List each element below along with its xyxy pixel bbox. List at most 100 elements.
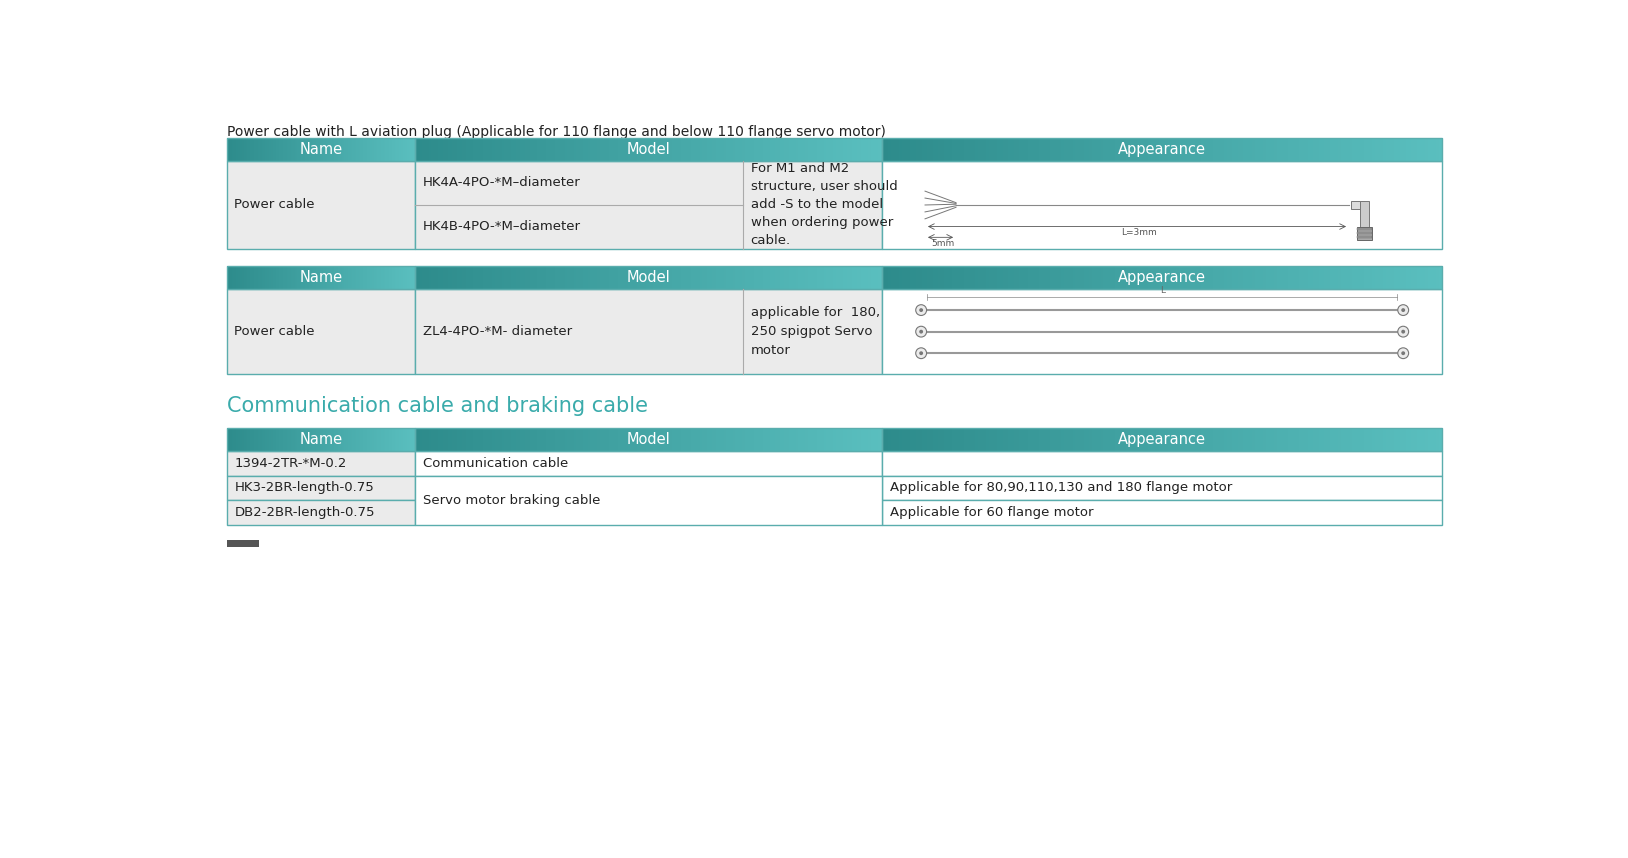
Bar — [226, 541, 259, 547]
Bar — [335, 137, 337, 160]
Bar — [353, 266, 355, 289]
Text: Appearance: Appearance — [1118, 142, 1206, 157]
Bar — [262, 266, 264, 289]
Bar — [399, 428, 400, 451]
Bar — [744, 428, 747, 451]
Bar — [365, 428, 366, 451]
Bar — [620, 266, 624, 289]
Bar — [838, 266, 842, 289]
Bar — [316, 266, 317, 289]
Bar — [454, 266, 457, 289]
Bar — [807, 428, 811, 451]
Bar — [238, 137, 239, 160]
Bar — [1073, 428, 1076, 451]
Bar — [1135, 428, 1138, 451]
Bar — [1265, 137, 1270, 160]
Bar — [941, 428, 944, 451]
Bar — [824, 266, 827, 289]
Bar — [1097, 137, 1102, 160]
Bar — [1070, 428, 1073, 451]
Bar — [1341, 137, 1345, 160]
Bar — [1156, 266, 1161, 289]
Bar — [881, 137, 882, 160]
Bar — [624, 137, 627, 160]
Bar — [296, 266, 298, 289]
Bar — [370, 266, 371, 289]
Bar — [967, 137, 970, 160]
Bar — [405, 137, 407, 160]
Bar — [269, 266, 270, 289]
Bar — [524, 428, 527, 451]
Bar — [791, 428, 794, 451]
Bar — [1154, 137, 1158, 160]
Bar — [711, 266, 715, 289]
Bar — [1148, 137, 1151, 160]
Bar — [252, 137, 254, 160]
Bar — [244, 137, 246, 160]
Bar — [987, 428, 990, 451]
Bar — [283, 428, 285, 451]
Bar — [886, 428, 889, 451]
Bar — [322, 137, 324, 160]
Bar — [252, 137, 256, 160]
Bar — [280, 428, 282, 451]
Bar — [1198, 266, 1201, 289]
Bar — [861, 428, 864, 451]
Bar — [1311, 137, 1314, 160]
Bar — [288, 266, 290, 289]
Bar — [1322, 428, 1325, 451]
Bar — [1216, 428, 1219, 451]
Bar — [1073, 266, 1076, 289]
Bar — [736, 266, 739, 289]
Bar — [625, 266, 628, 289]
Bar — [378, 428, 379, 451]
Bar — [1294, 137, 1298, 160]
Bar — [807, 137, 811, 160]
Bar — [700, 428, 703, 451]
Bar — [847, 428, 850, 451]
Bar — [674, 428, 677, 451]
Bar — [882, 137, 886, 160]
Bar — [661, 428, 664, 451]
Bar — [238, 428, 239, 451]
Bar — [264, 266, 265, 289]
Bar — [353, 137, 355, 160]
Bar — [575, 137, 576, 160]
Bar — [677, 137, 681, 160]
Bar — [1003, 137, 1006, 160]
Bar — [484, 137, 485, 160]
Bar — [1395, 137, 1398, 160]
Bar — [379, 137, 381, 160]
Bar — [394, 266, 396, 289]
Bar — [368, 428, 370, 451]
Bar — [1327, 137, 1330, 160]
Bar — [646, 137, 650, 160]
Bar — [329, 137, 330, 160]
Bar — [329, 137, 330, 160]
Bar — [324, 266, 326, 289]
Bar — [1019, 137, 1022, 160]
Bar — [726, 266, 729, 289]
Bar — [1364, 266, 1368, 289]
Text: ZL4-4PO-*M- diameter: ZL4-4PO-*M- diameter — [423, 325, 571, 338]
Bar — [293, 428, 295, 451]
Text: Power cable: Power cable — [234, 325, 314, 338]
Bar — [1185, 266, 1188, 289]
Bar — [672, 266, 676, 289]
Bar — [274, 266, 275, 289]
Bar — [930, 266, 933, 289]
Bar — [254, 137, 256, 160]
Bar — [1014, 428, 1018, 451]
Bar — [414, 266, 415, 289]
Bar — [624, 428, 627, 451]
Bar — [1236, 266, 1239, 289]
Bar — [243, 266, 244, 289]
Bar — [620, 137, 624, 160]
Bar — [321, 266, 322, 289]
Bar — [267, 137, 269, 160]
Bar — [485, 428, 488, 451]
Bar — [1182, 137, 1185, 160]
Bar — [420, 266, 423, 289]
Bar — [236, 266, 238, 289]
Bar — [239, 266, 241, 289]
